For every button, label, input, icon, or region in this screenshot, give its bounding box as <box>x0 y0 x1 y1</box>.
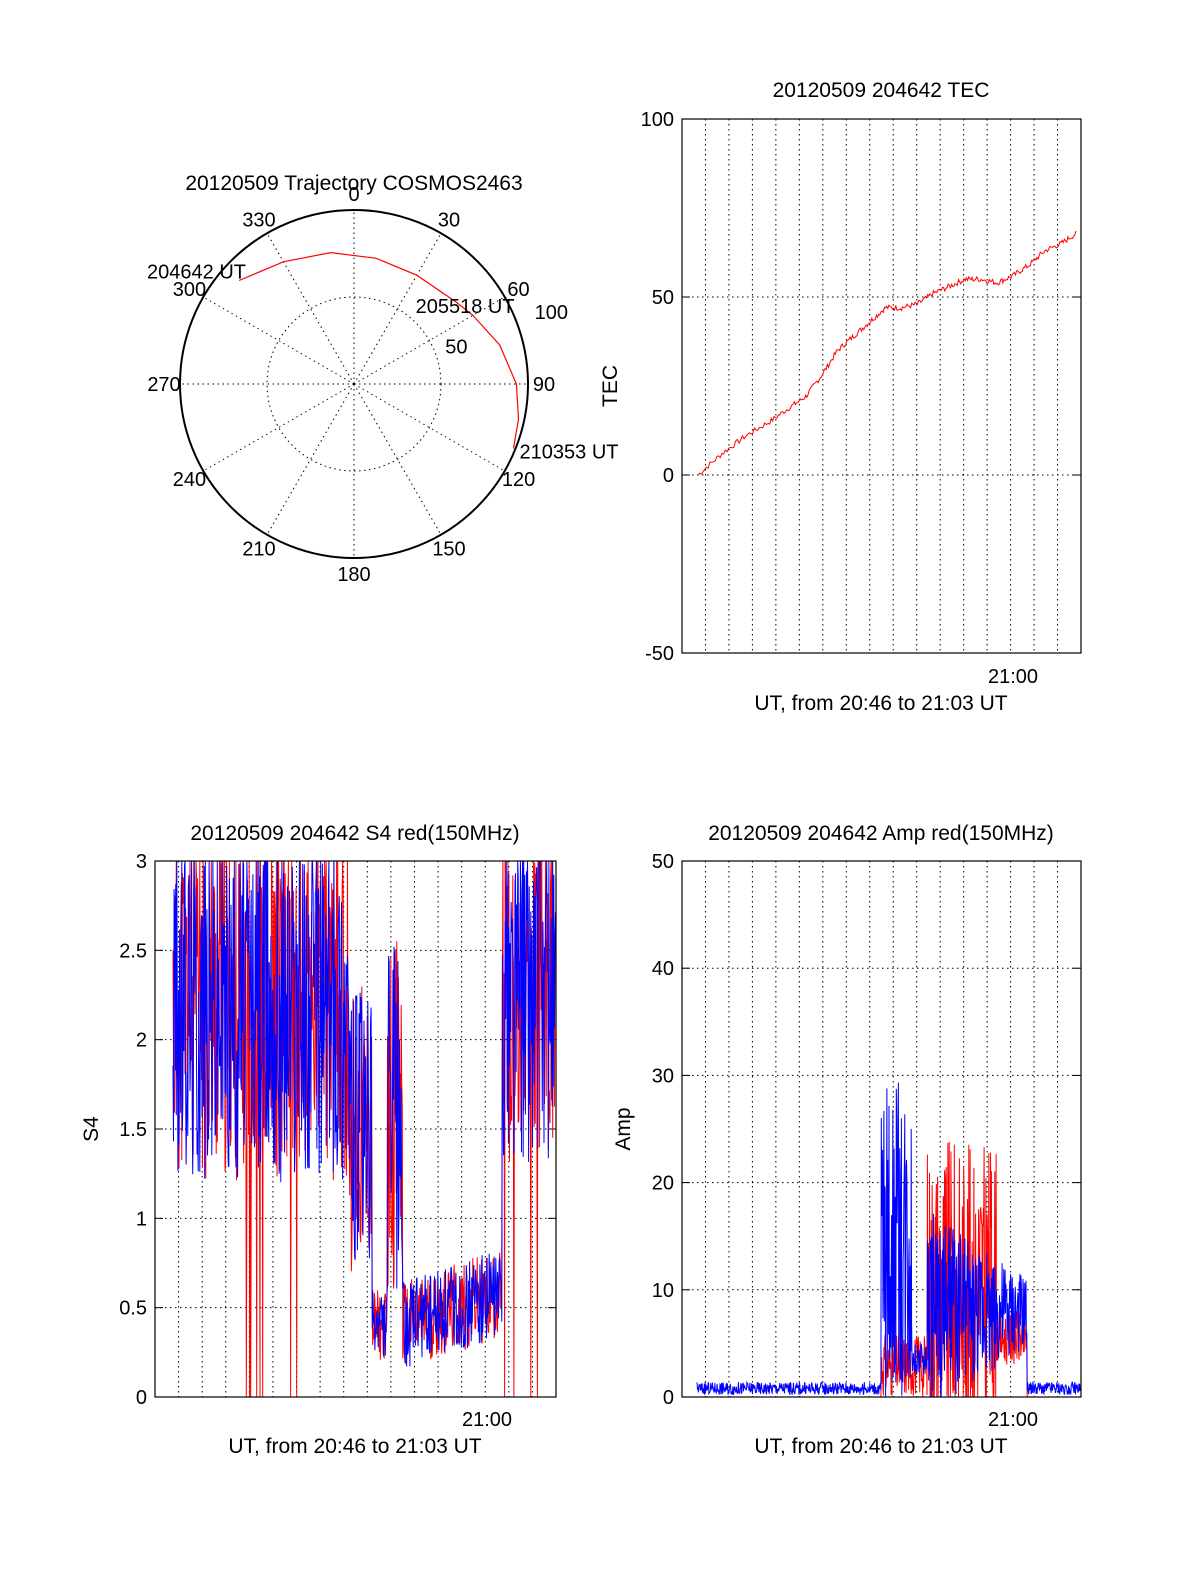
amp-y-tick-label: 30 <box>652 1065 674 1087</box>
polar-angle-label: 240 <box>173 469 206 491</box>
polar-spoke <box>266 383 355 535</box>
tec-series <box>697 230 1077 476</box>
polar-inner-circle <box>266 296 442 472</box>
polar-angle-label: 180 <box>337 564 370 586</box>
amp-y-tick-label: 0 <box>663 1387 674 1409</box>
s4-y-tick-label: 1.5 <box>119 1119 147 1141</box>
tec-y-tick-label: -50 <box>645 643 674 665</box>
tec-trace <box>697 230 1077 476</box>
polar-grid <box>179 209 529 559</box>
polar-angle-label: 300 <box>173 279 206 301</box>
polar-title: 20120509 Trajectory COSMOS2463 <box>185 172 522 195</box>
polar-angle-label: 270 <box>147 374 180 396</box>
s4-y-tick-label: 1 <box>136 1208 147 1230</box>
amp-series <box>696 1082 1082 1398</box>
polar-trajectory-line <box>238 251 520 449</box>
s4-title: 20120509 204642 S4 red(150MHz) <box>190 822 519 845</box>
s4-series <box>172 860 556 1398</box>
amp-grid <box>682 861 1081 1397</box>
amp-y-tick-label: 50 <box>652 851 674 873</box>
amp-frame <box>681 860 1082 1398</box>
amp-chart: 20120509 204642 Amp red(150MHz) 0 10 20 30 4… <box>612 822 1082 1458</box>
polar-spoke <box>203 296 355 385</box>
amp-y-tick-label: 10 <box>652 1280 674 1302</box>
polar-angle-label: 0 <box>348 184 359 206</box>
tec-y-axis-label: TEC <box>599 365 622 407</box>
s4-y-tick-label: 3 <box>136 851 147 873</box>
polar-angle-label: 210 <box>242 539 275 561</box>
polar-annotation: 210353 UT <box>520 441 619 463</box>
polar-angle-label: 150 <box>432 539 465 561</box>
polar-annotation: 204642 UT <box>147 262 246 284</box>
s4-y-tick-label: 2 <box>136 1030 147 1052</box>
polar-radial-labels: 50 100 <box>445 302 568 359</box>
polar-annotation: 205518 UT <box>416 296 515 318</box>
s4-trace <box>172 860 556 1367</box>
polar-outer-circle <box>179 209 529 559</box>
s4-y-ticks: 0 0.5 1 1.5 2 2.5 3 <box>119 851 556 1409</box>
s4-x-axis-label: UT, from 20:46 to 21:03 UT <box>228 1435 481 1458</box>
polar-angle-label: 90 <box>533 374 555 396</box>
polar-spoke <box>353 296 505 385</box>
polar-trajectory-series <box>238 251 520 449</box>
tec-title: 20120509 204642 TEC <box>773 79 990 102</box>
polar-trajectory-chart: 20120509 Trajectory COSMOS2463 0 30 60 90 12… <box>147 172 618 586</box>
tec-y-tick-label: 0 <box>663 465 674 487</box>
polar-radial-label: 50 <box>445 337 467 359</box>
polar-angle-label: 30 <box>438 209 460 231</box>
polar-angle-label: 120 <box>502 469 535 491</box>
tec-y-ticks: -50 0 50 100 <box>641 109 1081 665</box>
s4-y-tick-label: 0 <box>136 1387 147 1409</box>
polar-spoke <box>353 383 442 535</box>
amp-trace <box>696 1082 1082 1398</box>
polar-spoke <box>353 383 505 472</box>
tec-y-tick-label: 50 <box>652 287 674 309</box>
amp-y-tick-label: 20 <box>652 1173 674 1195</box>
amp-title: 20120509 204642 Amp red(150MHz) <box>708 822 1054 845</box>
polar-angle-labels: 0 30 60 90 120 150 180 210 240 270 300 330 <box>147 184 555 586</box>
polar-angle-label: 60 <box>507 279 529 301</box>
s4-frame <box>154 860 557 1398</box>
tec-chart: 20120509 204642 TEC -50 0 50 100 21:00 UT, … <box>599 79 1082 715</box>
polar-radial-label: 100 <box>535 302 568 324</box>
amp-y-tick-label: 40 <box>652 958 674 980</box>
tec-x-tick-label: 21:00 <box>988 666 1038 688</box>
polar-annotations: 204642 UT 205518 UT 210353 UT <box>147 262 618 464</box>
amp-x-tick-label: 21:00 <box>988 1409 1038 1431</box>
tec-x-axis-label: UT, from 20:46 to 21:03 UT <box>754 692 1007 715</box>
s4-x-tick-label: 21:00 <box>462 1409 512 1431</box>
polar-angle-label: 330 <box>242 209 275 231</box>
s4-y-axis-label: S4 <box>80 1116 103 1142</box>
polar-spoke <box>266 233 355 385</box>
amp-x-axis-label: UT, from 20:46 to 21:03 UT <box>754 1435 1007 1458</box>
tec-y-tick-label: 100 <box>641 109 674 131</box>
s4-chart: 20120509 204642 S4 red(150MHz) 0 0.5 1 1.5 2… <box>80 822 557 1458</box>
tec-frame <box>681 118 1082 654</box>
polar-spoke <box>203 383 355 472</box>
polar-spoke <box>353 233 442 385</box>
tec-grid <box>682 119 1081 653</box>
s4-y-tick-label: 2.5 <box>119 940 147 962</box>
s4-y-tick-label: 0.5 <box>119 1298 147 1320</box>
amp-y-axis-label: Amp <box>612 1107 635 1150</box>
